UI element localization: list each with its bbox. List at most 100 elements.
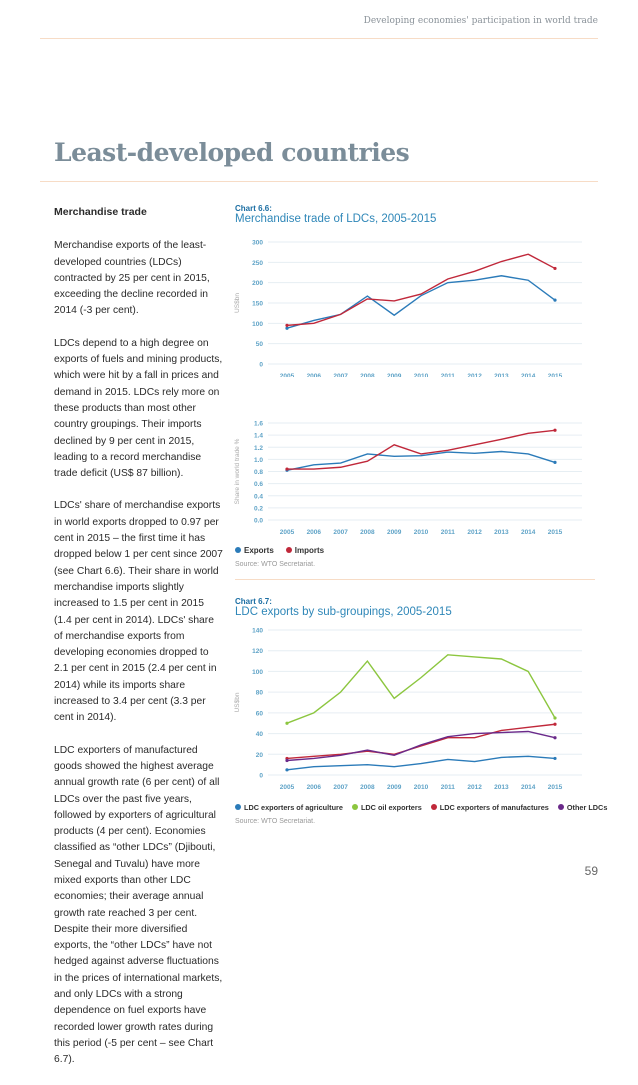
chart-title: LDC exports by sub-groupings, 2005-2015	[235, 606, 452, 618]
page-number: 59	[584, 864, 598, 878]
series-endpoint	[553, 460, 557, 465]
series-line	[286, 723, 556, 760]
chart-label: Chart 6.6:	[235, 204, 272, 213]
series-endpoint	[553, 756, 557, 761]
chart-title: Merchandise trade of LDCs, 2005-2015	[235, 213, 437, 225]
x-tick-label: 2009	[387, 529, 402, 536]
y-axis-label: US$bn	[234, 692, 241, 712]
x-tick-label: 2006	[307, 784, 322, 791]
paragraph: LDCs' share of merchandise exports in wo…	[54, 500, 223, 724]
subheading: Merchandise trade	[54, 206, 147, 218]
chart-source: Source: WTO Secretariat.	[235, 561, 316, 568]
paragraph: LDCs depend to a high degree on exports …	[54, 337, 223, 480]
y-axis-label: Share in world trade %	[234, 438, 241, 504]
series-endpoint	[285, 768, 289, 772]
series-endpoint	[553, 428, 557, 432]
body-column: Merchandise trade Merchandise exports of…	[54, 204, 224, 1085]
y-tick-label: 1.6	[254, 421, 263, 428]
chart-label: Chart 6.7:	[235, 597, 272, 606]
legend-item-oil: LDC oil exporters	[351, 803, 422, 812]
x-tick-label: 2010	[414, 784, 429, 791]
x-tick-label: 2010	[414, 373, 429, 377]
x-tick-label: 2013	[494, 373, 509, 377]
x-tick-label: 2011	[441, 373, 455, 377]
chart66-legend: Exports Imports	[235, 546, 324, 555]
series-line	[286, 253, 556, 327]
series-endpoint	[285, 721, 289, 725]
y-tick-label: 100	[252, 669, 263, 676]
x-tick-label: 2005	[280, 784, 295, 791]
series-endpoint	[553, 722, 557, 726]
y-tick-label: 0.8	[254, 469, 263, 476]
x-tick-label: 2005	[280, 373, 295, 377]
series-endpoint	[553, 298, 557, 302]
chart67-legend: LDC exporters of agriculture LDC oil exp…	[235, 803, 607, 812]
x-tick-label: 2007	[333, 784, 348, 791]
y-tick-label: 20	[256, 752, 264, 759]
legend-item-other: Other LDCs	[557, 803, 607, 812]
chart-source: Source: WTO Secretariat.	[235, 818, 316, 825]
x-tick-label: 2006	[307, 373, 322, 377]
x-tick-label: 2012	[467, 373, 482, 377]
series-endpoint	[285, 467, 289, 471]
series-line	[286, 654, 556, 724]
x-tick-label: 2005	[280, 529, 295, 536]
x-tick-label: 2012	[467, 784, 482, 791]
x-tick-label: 2013	[494, 529, 509, 536]
x-tick-label: 2007	[333, 373, 348, 377]
y-tick-label: 120	[252, 648, 263, 655]
y-tick-label: 80	[256, 690, 264, 697]
chart-divider	[235, 579, 595, 580]
series-endpoint	[553, 716, 557, 720]
series-line	[286, 450, 556, 471]
y-tick-label: 1.2	[254, 445, 263, 452]
series-line	[287, 429, 556, 470]
x-tick-label: 2010	[414, 529, 429, 536]
y-tick-label: 0.6	[254, 481, 263, 488]
x-tick-label: 2008	[360, 373, 375, 377]
chart-merchandise-trade: 0 50 100 150 200 250 300 2005 2006 2007 2008 2009 20…	[234, 240, 582, 377]
x-tick-label: 2009	[387, 784, 402, 791]
legend-item-exports: Exports	[235, 546, 274, 555]
y-tick-label: 60	[256, 710, 264, 717]
y-tick-label: 0	[259, 773, 263, 780]
y-tick-label: 0.4	[254, 493, 263, 500]
x-tick-label: 2011	[441, 784, 455, 791]
series-line	[286, 730, 556, 762]
x-tick-label: 2008	[360, 529, 375, 536]
paragraph: Merchandise exports of the least-develop…	[54, 240, 210, 317]
x-tick-label: 2012	[467, 529, 482, 536]
y-axis-label: US$bn	[234, 293, 241, 313]
title-divider	[40, 181, 598, 182]
series-line	[286, 275, 556, 329]
legend-item-manufactures: LDC exporters of manufactures	[430, 803, 549, 812]
y-tick-label: 250	[252, 260, 263, 267]
y-tick-label: 40	[256, 731, 264, 738]
y-tick-label: 0.2	[254, 505, 263, 512]
x-tick-label: 2015	[548, 373, 563, 377]
x-tick-label: 2015	[548, 529, 563, 536]
y-tick-label: 150	[252, 301, 263, 308]
legend-item-imports: Imports	[285, 546, 324, 555]
chart-share-world-trade: 0.0 0.2 0.4 0.6 0.8 1.0 1.2 1.4 1.6 2005 2006 2007 2…	[234, 421, 582, 536]
series-endpoint	[285, 758, 289, 763]
x-tick-label: 2008	[360, 784, 375, 791]
page-title: Least-developed countries	[54, 138, 410, 167]
x-tick-label: 2006	[307, 529, 322, 536]
series-endpoint	[553, 736, 557, 740]
y-tick-label: 300	[252, 240, 263, 247]
paragraph: LDC exporters of manufactured goods show…	[54, 744, 223, 1066]
x-tick-label: 2014	[521, 529, 536, 536]
series-endpoint	[553, 266, 557, 271]
y-tick-label: 1.0	[254, 457, 263, 464]
y-tick-label: 0	[259, 362, 263, 369]
x-tick-label: 2011	[441, 529, 455, 536]
y-tick-label: 50	[256, 341, 264, 348]
header-divider	[40, 38, 598, 39]
x-tick-label: 2007	[333, 529, 348, 536]
series-endpoint	[285, 326, 289, 330]
x-tick-label: 2013	[494, 784, 509, 791]
legend-item-agriculture: LDC exporters of agriculture	[235, 803, 343, 812]
y-tick-label: 1.4	[254, 433, 263, 440]
x-tick-label: 2015	[548, 784, 563, 791]
